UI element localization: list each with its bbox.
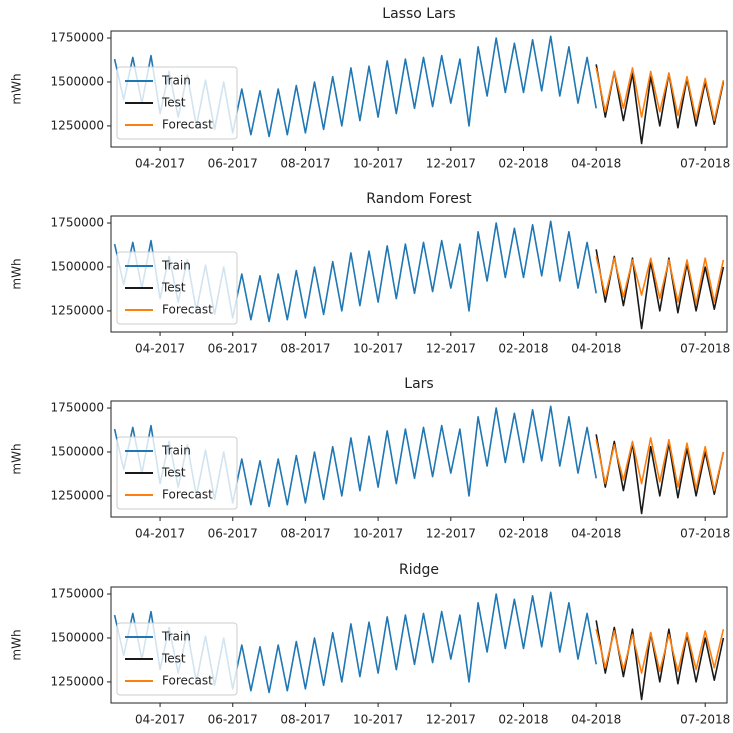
legend-label: Train (161, 444, 191, 458)
legend-label: Train (161, 630, 191, 644)
legend-label: Forecast (162, 674, 213, 688)
x-tick-label: 12-2017 (426, 342, 476, 356)
legend-label: Test (161, 96, 186, 110)
x-tick-label: 04-2018 (571, 713, 621, 727)
legend-label: Forecast (162, 303, 213, 317)
x-tick-label: 12-2017 (426, 527, 476, 541)
x-tick-label: 07-2018 (680, 157, 730, 171)
x-tick-label: 02-2018 (498, 157, 548, 171)
series-line (595, 67, 725, 122)
series-line (595, 256, 725, 305)
x-tick-label: 06-2017 (208, 157, 258, 171)
y-tick-label: 1750000 (51, 401, 104, 415)
x-tick-label: 04-2017 (135, 527, 185, 541)
x-tick-label: 02-2018 (498, 713, 548, 727)
x-tick-label: 06-2017 (208, 527, 258, 541)
chart-title: Ridge (399, 562, 439, 578)
y-tick-label: 1500000 (51, 74, 104, 88)
x-tick-label: 06-2017 (208, 713, 258, 727)
x-tick-label: 04-2018 (571, 342, 621, 356)
y-tick-label: 1500000 (51, 259, 104, 273)
chart-title: Random Forest (366, 191, 472, 207)
series-line (595, 437, 725, 492)
y-tick-label: 1500000 (51, 444, 104, 458)
legend-box (116, 251, 238, 325)
x-tick-label: 12-2017 (426, 157, 476, 171)
x-tick-label: 08-2017 (280, 342, 330, 356)
x-tick-label: 02-2018 (498, 342, 548, 356)
legend-box (116, 622, 238, 696)
y-tick-label: 1750000 (51, 31, 104, 45)
x-tick-label: 02-2018 (498, 527, 548, 541)
legend-label: Train (161, 259, 191, 273)
y-axis-label: mWh (10, 258, 24, 289)
x-tick-label: 10-2017 (353, 157, 403, 171)
x-tick-label: 10-2017 (353, 713, 403, 727)
legend-label: Train (161, 74, 191, 88)
legend-box (116, 66, 238, 140)
plot-frame (110, 30, 728, 148)
x-tick-label: 07-2018 (680, 527, 730, 541)
x-tick-label: 04-2018 (571, 527, 621, 541)
plot-frame (110, 215, 728, 333)
legend-label: Test (161, 652, 186, 666)
legend-label: Test (161, 281, 186, 295)
y-tick-label: 1500000 (51, 630, 104, 644)
x-tick-label: 06-2017 (208, 342, 258, 356)
chart-title: Lasso Lars (382, 6, 455, 22)
series-line (595, 64, 725, 145)
y-axis-label: mWh (10, 629, 24, 660)
y-tick-label: 1250000 (51, 674, 104, 688)
y-tick-label: 1250000 (51, 303, 104, 317)
plot-frame (110, 586, 728, 704)
y-tick-label: 1250000 (51, 118, 104, 132)
chart-title: Lars (404, 376, 433, 392)
legend-box (116, 436, 238, 510)
plot-frame (110, 400, 728, 518)
series-line (595, 629, 725, 674)
y-axis-label: mWh (10, 73, 24, 104)
legend-label: Test (161, 466, 186, 480)
legend-label: Forecast (162, 118, 213, 132)
y-tick-label: 1750000 (51, 216, 104, 230)
x-tick-label: 04-2017 (135, 713, 185, 727)
y-tick-label: 1750000 (51, 587, 104, 601)
x-tick-label: 04-2018 (571, 157, 621, 171)
x-tick-label: 10-2017 (353, 342, 403, 356)
x-tick-label: 08-2017 (280, 527, 330, 541)
y-tick-label: 1250000 (51, 488, 104, 502)
y-axis-label: mWh (10, 443, 24, 474)
x-tick-label: 10-2017 (353, 527, 403, 541)
x-tick-label: 08-2017 (280, 713, 330, 727)
legend-label: Forecast (162, 488, 213, 502)
x-tick-label: 04-2017 (135, 342, 185, 356)
x-tick-label: 04-2017 (135, 157, 185, 171)
x-tick-label: 08-2017 (280, 157, 330, 171)
x-tick-label: 07-2018 (680, 713, 730, 727)
x-tick-label: 12-2017 (426, 713, 476, 727)
x-tick-label: 07-2018 (680, 342, 730, 356)
